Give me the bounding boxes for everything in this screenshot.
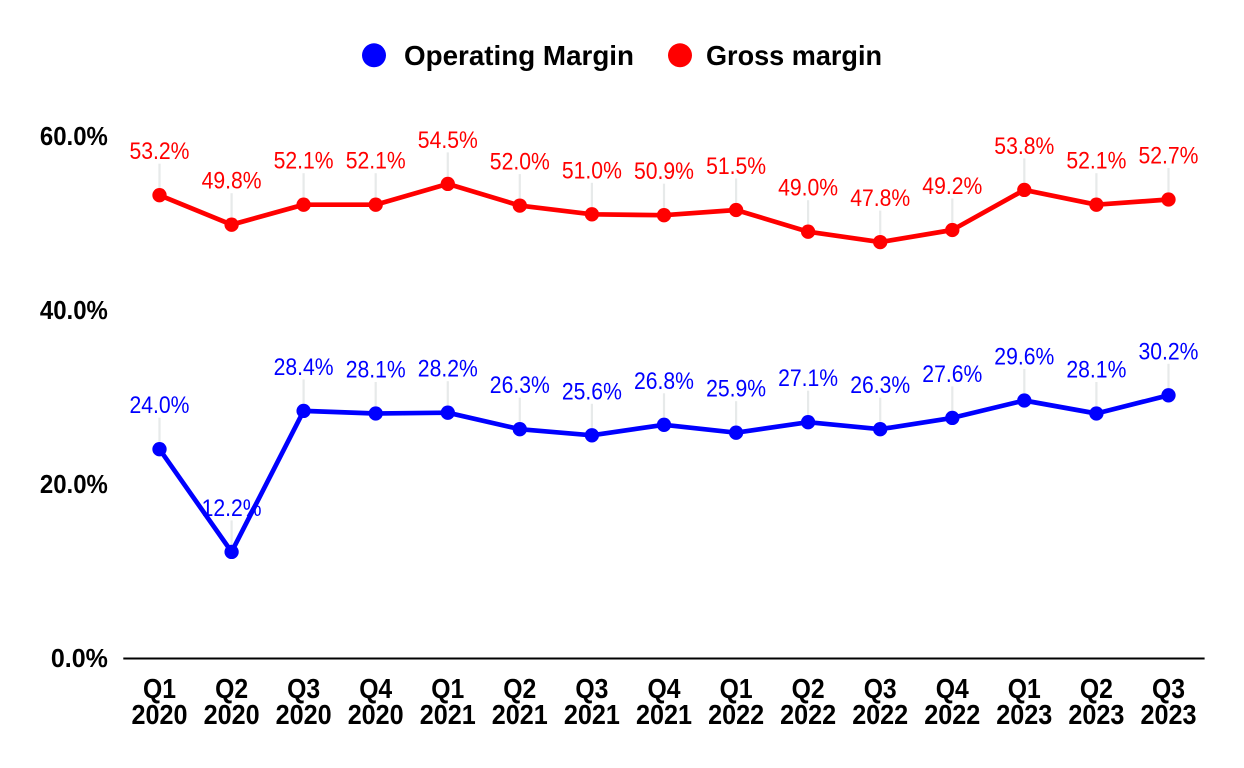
svg-text:Q2: Q2 <box>1080 673 1113 704</box>
svg-text:2023: 2023 <box>1068 699 1124 730</box>
svg-text:2021: 2021 <box>492 699 548 730</box>
svg-text:2021: 2021 <box>420 699 476 730</box>
svg-text:2021: 2021 <box>636 699 692 730</box>
svg-text:30.2%: 30.2% <box>1139 338 1199 365</box>
svg-text:26.3%: 26.3% <box>850 372 910 399</box>
svg-text:53.8%: 53.8% <box>994 133 1054 160</box>
svg-text:25.6%: 25.6% <box>562 378 622 405</box>
svg-text:Operating Margin: Operating Margin <box>404 40 634 71</box>
svg-text:52.7%: 52.7% <box>1139 143 1199 170</box>
svg-text:26.8%: 26.8% <box>634 368 694 395</box>
svg-text:Q2: Q2 <box>503 673 536 704</box>
svg-text:Q2: Q2 <box>792 673 825 704</box>
svg-text:Q3: Q3 <box>1152 673 1185 704</box>
svg-text:Q1: Q1 <box>1008 673 1041 704</box>
svg-text:27.6%: 27.6% <box>922 361 982 388</box>
svg-text:2020: 2020 <box>132 699 188 730</box>
svg-text:2021: 2021 <box>564 699 620 730</box>
svg-text:50.9%: 50.9% <box>634 158 694 185</box>
svg-text:27.1%: 27.1% <box>778 365 838 392</box>
svg-text:2020: 2020 <box>348 699 404 730</box>
svg-text:47.8%: 47.8% <box>850 185 910 212</box>
svg-text:60.0%: 60.0% <box>40 121 108 151</box>
svg-text:Q3: Q3 <box>575 673 608 704</box>
svg-text:25.9%: 25.9% <box>706 376 766 403</box>
svg-text:53.2%: 53.2% <box>130 138 190 165</box>
svg-text:2023: 2023 <box>1141 699 1197 730</box>
svg-text:52.1%: 52.1% <box>274 148 334 175</box>
svg-text:26.3%: 26.3% <box>490 372 550 399</box>
svg-text:52.1%: 52.1% <box>1066 148 1126 175</box>
svg-text:40.0%: 40.0% <box>40 295 108 325</box>
svg-text:Q4: Q4 <box>648 673 682 704</box>
svg-text:24.0%: 24.0% <box>130 392 190 419</box>
svg-text:Q3: Q3 <box>287 673 320 704</box>
svg-text:Q1: Q1 <box>720 673 753 704</box>
svg-text:2020: 2020 <box>204 699 260 730</box>
svg-text:Q1: Q1 <box>143 673 176 704</box>
svg-text:2020: 2020 <box>276 699 332 730</box>
svg-text:2022: 2022 <box>924 699 980 730</box>
svg-text:0.0%: 0.0% <box>51 643 108 673</box>
svg-text:Q4: Q4 <box>359 673 393 704</box>
svg-text:Q2: Q2 <box>215 673 248 704</box>
svg-text:2022: 2022 <box>708 699 764 730</box>
svg-text:52.0%: 52.0% <box>490 149 550 176</box>
svg-text:Q1: Q1 <box>431 673 464 704</box>
svg-text:12.2%: 12.2% <box>202 495 262 522</box>
svg-text:29.6%: 29.6% <box>994 344 1054 371</box>
svg-text:Gross margin: Gross margin <box>706 40 882 71</box>
svg-text:Q4: Q4 <box>936 673 970 704</box>
svg-text:28.1%: 28.1% <box>1066 357 1126 384</box>
svg-text:2022: 2022 <box>852 699 908 730</box>
svg-text:52.1%: 52.1% <box>346 148 406 175</box>
svg-text:2023: 2023 <box>996 699 1052 730</box>
svg-text:28.2%: 28.2% <box>418 356 478 383</box>
svg-text:54.5%: 54.5% <box>418 127 478 154</box>
svg-text:51.5%: 51.5% <box>706 153 766 180</box>
svg-text:49.2%: 49.2% <box>922 173 982 200</box>
svg-text:28.1%: 28.1% <box>346 357 406 384</box>
svg-text:49.8%: 49.8% <box>202 168 262 195</box>
svg-text:Q3: Q3 <box>864 673 897 704</box>
svg-text:51.0%: 51.0% <box>562 157 622 184</box>
svg-text:20.0%: 20.0% <box>40 469 108 499</box>
svg-text:49.0%: 49.0% <box>778 175 838 202</box>
svg-text:28.4%: 28.4% <box>274 354 334 381</box>
svg-text:2022: 2022 <box>780 699 836 730</box>
